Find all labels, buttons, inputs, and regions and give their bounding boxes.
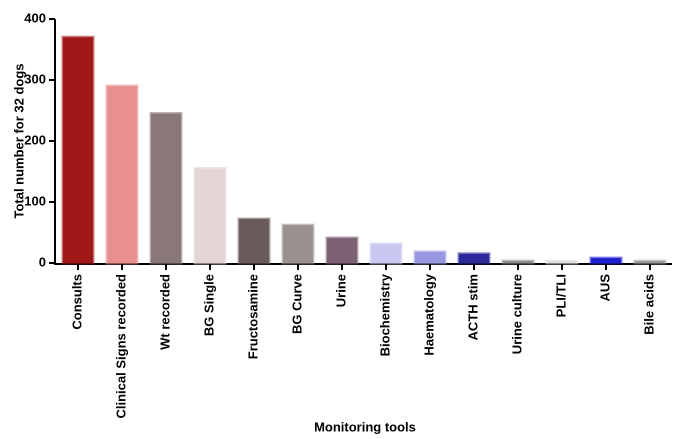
bar [633, 259, 667, 265]
y-tick-label: 300 [24, 71, 46, 86]
x-tick-label: PLI/TLI [553, 274, 568, 317]
x-tick-label: Biochemistry [377, 273, 392, 356]
x-tick-label: Clinical Signs recorded [113, 274, 128, 419]
bar [237, 217, 271, 265]
x-tick-label: Bile acids [641, 274, 656, 335]
x-tick-label: Haematology [421, 273, 436, 355]
x-axis-title: Monitoring tools [314, 419, 416, 434]
bar [281, 223, 315, 265]
x-tick-label: Consults [69, 274, 84, 330]
bar [61, 35, 95, 265]
x-tick-label: AUS [597, 274, 612, 302]
bar [369, 242, 403, 265]
y-tick-label: 200 [24, 132, 46, 147]
bar [325, 236, 359, 265]
x-tick-label: ACTH stim [465, 274, 480, 340]
x-tick-label: Urine [333, 274, 348, 307]
x-tick-label: Fructosamine [245, 274, 260, 359]
bar [193, 166, 227, 265]
x-tick-label: BG Curve [289, 274, 304, 334]
y-tick-label: 100 [24, 193, 46, 208]
bar [413, 250, 447, 265]
bar [457, 252, 491, 265]
bar [501, 259, 535, 265]
bar [545, 259, 579, 265]
bar [105, 84, 139, 265]
y-axis-title: Total number for 32 dogs [11, 63, 26, 218]
x-tick-label: BG Single [201, 274, 216, 336]
bar [149, 112, 183, 265]
bar [589, 256, 623, 265]
y-tick-label: 0 [39, 254, 46, 269]
x-tick-label: Urine culture [509, 274, 524, 354]
x-tick-label: Wt recorded [157, 274, 172, 350]
y-tick-label: 400 [24, 10, 46, 25]
